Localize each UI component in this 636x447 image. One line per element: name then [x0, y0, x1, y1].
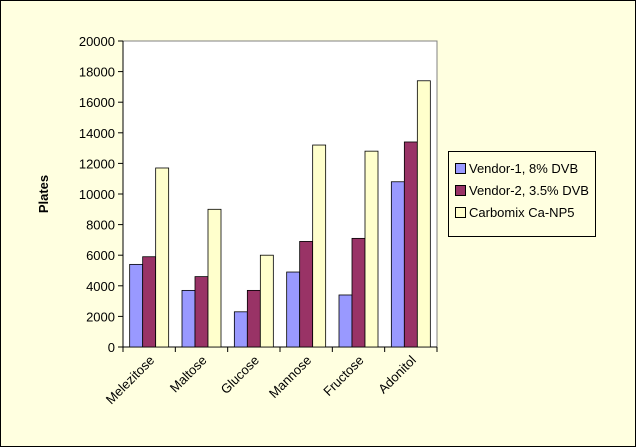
y-tick-label: 6000 [86, 248, 115, 263]
bar [299, 241, 314, 348]
y-tick-label: 2000 [86, 309, 115, 324]
legend: Vendor-1, 8% DVB Vendor-2, 3.5% DVB Carbom… [448, 151, 596, 237]
y-tick-label: 8000 [86, 218, 115, 233]
bar [259, 254, 274, 348]
x-tick-label: Mannose [266, 353, 314, 401]
bar [155, 167, 170, 348]
x-tick-label: Glucose [218, 353, 262, 397]
legend-swatch [455, 206, 466, 218]
bar [390, 181, 405, 348]
bar [194, 276, 209, 348]
x-tick-label: Melezitose [103, 353, 158, 408]
bar [312, 144, 327, 348]
legend-item: Vendor-2, 3.5% DVB [449, 179, 595, 201]
bar [233, 311, 248, 348]
y-tick-label: 4000 [86, 279, 115, 294]
legend-item: Carbomix Ca-NP5 [449, 201, 595, 223]
bar [142, 256, 157, 348]
y-tick-label: 20000 [79, 34, 115, 49]
legend-label: Vendor-1, 8% DVB [469, 160, 579, 176]
bar [403, 141, 418, 348]
bar [364, 150, 379, 348]
x-tick-label: Fructose [320, 353, 366, 399]
bar [416, 80, 431, 348]
bar [338, 294, 353, 348]
y-tick-label: 14000 [79, 126, 115, 141]
bar [286, 271, 301, 348]
bar [129, 263, 144, 348]
bar [207, 208, 222, 348]
legend-label: Vendor-2, 3.5% DVB [469, 182, 589, 198]
y-tick-label: 16000 [79, 95, 115, 110]
bar [246, 289, 261, 348]
legend-swatch [455, 162, 466, 174]
y-tick-label: 18000 [79, 65, 115, 80]
y-tick-label: 10000 [79, 187, 115, 202]
legend-swatch [455, 184, 466, 196]
bar [181, 289, 196, 348]
y-tick-label: 12000 [79, 156, 115, 171]
legend-label: Carbomix Ca-NP5 [469, 204, 575, 220]
x-tick-label: Adonitol [375, 352, 419, 396]
y-tick-label: 0 [108, 340, 115, 355]
plot-area [122, 40, 438, 348]
bar [351, 237, 366, 348]
legend-item: Vendor-1, 8% DVB [449, 157, 595, 179]
y-axis-label: Plates [36, 175, 51, 213]
x-tick-label: Maltose [167, 353, 210, 396]
